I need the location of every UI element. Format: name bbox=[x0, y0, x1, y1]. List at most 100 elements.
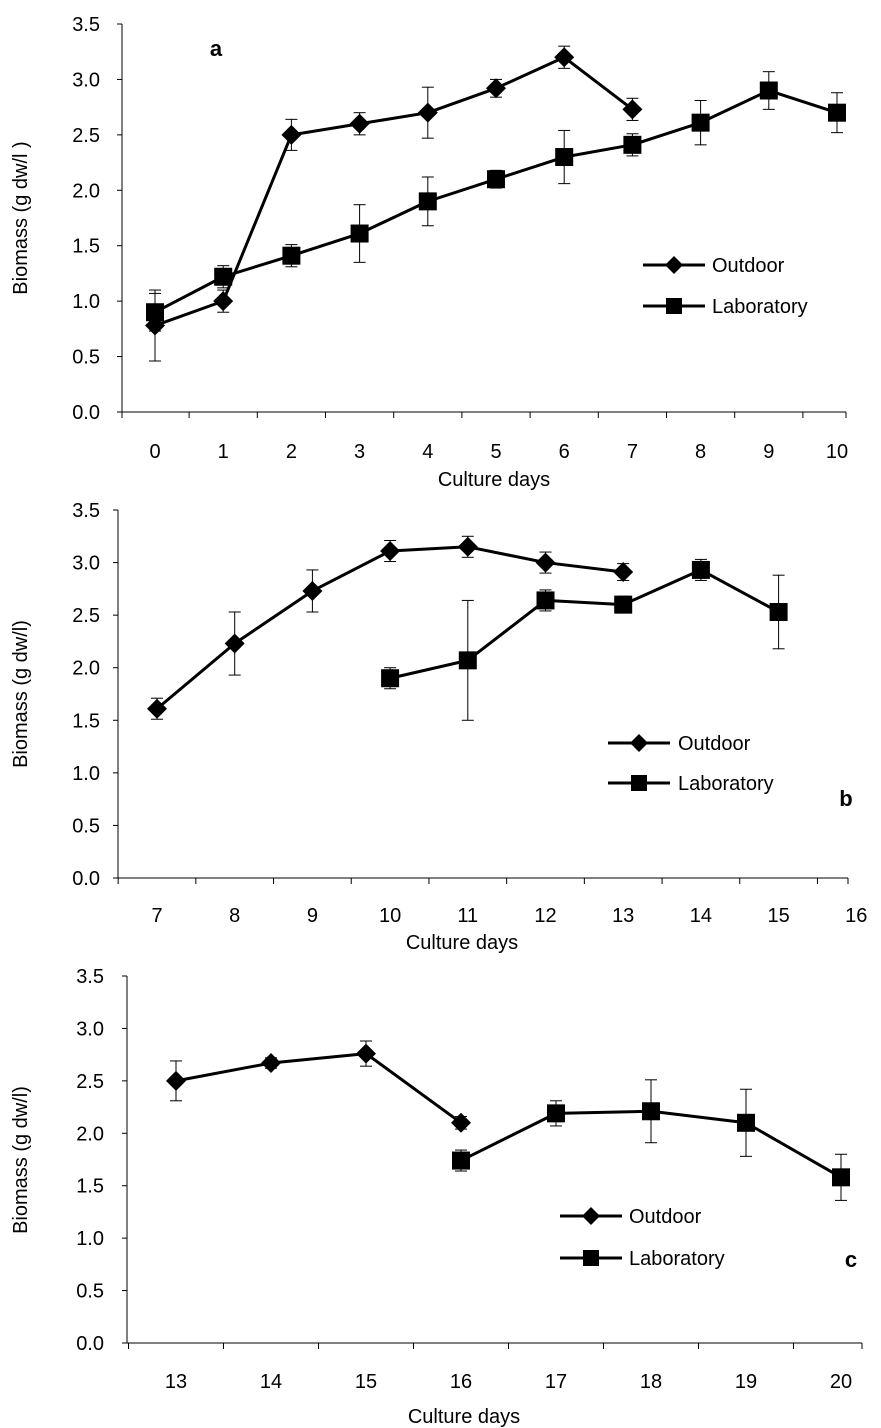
data-point-outdoor bbox=[213, 291, 234, 312]
x-tick-label: 16 bbox=[845, 905, 867, 927]
y-tick-label: 0.5 bbox=[72, 815, 100, 837]
data-point-outdoor bbox=[302, 580, 323, 601]
legend-label-laboratory: Laboratory bbox=[678, 773, 774, 795]
y-tick-label: 3.0 bbox=[76, 1018, 104, 1040]
data-point-laboratory bbox=[452, 1151, 470, 1170]
y-tick-label: 1.5 bbox=[76, 1176, 104, 1198]
x-tick-label: 18 bbox=[640, 1371, 662, 1393]
y-tick-label: 0.5 bbox=[72, 347, 100, 369]
legend-marker-square bbox=[666, 298, 682, 314]
x-axis-label: Culture days bbox=[438, 469, 550, 491]
data-point-laboratory bbox=[547, 1104, 565, 1123]
data-point-outdoor bbox=[356, 1043, 376, 1064]
x-tick-label: 9 bbox=[307, 905, 318, 927]
x-tick-label: 14 bbox=[260, 1371, 282, 1393]
x-tick-label: 8 bbox=[229, 905, 240, 927]
y-tick-label: 1.5 bbox=[72, 236, 100, 258]
data-point-laboratory bbox=[418, 192, 437, 211]
x-tick-label: 2 bbox=[286, 441, 297, 463]
data-point-outdoor bbox=[457, 536, 478, 557]
legend-marker-diamond bbox=[630, 734, 648, 752]
y-tick-label: 0.0 bbox=[72, 868, 100, 890]
y-axis-label: Biomass (g dw/l) bbox=[10, 620, 32, 768]
x-tick-label: 5 bbox=[490, 441, 501, 463]
series-line-laboratory bbox=[389, 568, 780, 680]
x-tick-label: 13 bbox=[165, 1371, 187, 1393]
data-point-laboratory bbox=[623, 135, 642, 154]
panel-label: a bbox=[210, 36, 223, 61]
x-axis-label: Culture days bbox=[406, 932, 518, 954]
x-tick-label: 9 bbox=[763, 441, 774, 463]
data-point-laboratory bbox=[691, 113, 710, 132]
legend-marker-square bbox=[583, 1250, 599, 1266]
data-point-outdoor bbox=[486, 78, 506, 99]
x-tick-label: 7 bbox=[151, 905, 162, 927]
x-tick-label: 7 bbox=[627, 441, 638, 463]
x-tick-label: 4 bbox=[422, 441, 433, 463]
y-tick-label: 1.5 bbox=[72, 710, 100, 732]
data-point-outdoor bbox=[380, 541, 401, 562]
x-tick-label: 0 bbox=[149, 441, 160, 463]
x-tick-label: 14 bbox=[690, 905, 712, 927]
data-point-outdoor bbox=[613, 562, 634, 583]
y-tick-label: 3.5 bbox=[72, 14, 100, 36]
data-point-outdoor bbox=[281, 124, 302, 145]
legend-label-laboratory: Laboratory bbox=[712, 296, 808, 318]
legend-label-outdoor: Outdoor bbox=[678, 733, 751, 755]
series-line-outdoor bbox=[175, 1052, 462, 1125]
data-point-laboratory bbox=[146, 303, 164, 322]
panel-label: c bbox=[845, 1247, 857, 1272]
legend: Outdoor Laboratory bbox=[643, 255, 808, 318]
panel-a: Biomass (g dw/l ) Culture days a 0.0 0.5 1… bbox=[10, 14, 848, 491]
y-tick-label: 0.0 bbox=[76, 1333, 104, 1355]
x-tick-label: 11 bbox=[457, 905, 478, 927]
x-tick-label: 17 bbox=[545, 1371, 567, 1393]
y-axis-label: Biomass (g dw/l) bbox=[10, 1086, 32, 1234]
x-tick-label: 15 bbox=[355, 1371, 377, 1393]
panel-c: Biomass (g dw/l) Culture days c 0.0 0.5 1.… bbox=[10, 966, 863, 1428]
x-tick-label: 10 bbox=[826, 441, 848, 463]
x-tick-label: 8 bbox=[695, 441, 706, 463]
data-point-outdoor bbox=[261, 1053, 281, 1074]
panel-label: b bbox=[839, 786, 852, 811]
legend-marker-square bbox=[631, 775, 647, 791]
x-tick-label: 10 bbox=[379, 905, 401, 927]
y-tick-label: 2.0 bbox=[72, 658, 100, 680]
data-point-outdoor bbox=[622, 99, 643, 120]
x-tick-label: 19 bbox=[735, 1371, 757, 1393]
x-tick-label: 1 bbox=[218, 441, 229, 463]
data-point-outdoor bbox=[224, 633, 245, 654]
data-point-laboratory bbox=[769, 602, 788, 621]
y-tick-label: 3.5 bbox=[72, 500, 100, 522]
data-point-laboratory bbox=[536, 591, 555, 610]
data-point-laboratory bbox=[214, 267, 233, 286]
x-tick-label: 16 bbox=[450, 1371, 472, 1393]
data-point-outdoor bbox=[535, 552, 556, 573]
x-tick-label: 15 bbox=[767, 905, 789, 927]
data-point-outdoor bbox=[554, 47, 575, 68]
data-point-outdoor bbox=[451, 1112, 471, 1133]
data-point-outdoor bbox=[166, 1070, 186, 1091]
x-tick-label: 12 bbox=[534, 905, 556, 927]
x-tick-label: 20 bbox=[830, 1371, 852, 1393]
legend-marker-diamond bbox=[665, 256, 683, 274]
y-tick-label: 0.0 bbox=[72, 402, 100, 424]
data-point-laboratory bbox=[642, 1102, 660, 1121]
legend-label-outdoor: Outdoor bbox=[629, 1206, 702, 1228]
data-point-laboratory bbox=[350, 224, 369, 243]
y-tick-label: 1.0 bbox=[72, 291, 100, 313]
y-tick-label: 3.0 bbox=[72, 553, 100, 575]
legend-label-outdoor: Outdoor bbox=[712, 255, 785, 277]
data-point-laboratory bbox=[487, 170, 505, 189]
y-axis-label: Biomass (g dw/l ) bbox=[10, 141, 32, 294]
legend-marker-diamond bbox=[582, 1207, 600, 1225]
y-tick-label: 2.5 bbox=[72, 125, 100, 147]
x-tick-label: 3 bbox=[354, 441, 365, 463]
data-point-laboratory bbox=[832, 1168, 850, 1187]
legend-label-laboratory: Laboratory bbox=[629, 1248, 725, 1270]
y-tick-label: 2.5 bbox=[76, 1071, 104, 1093]
data-point-laboratory bbox=[381, 669, 400, 688]
x-tick-label: 6 bbox=[559, 441, 570, 463]
data-point-laboratory bbox=[691, 560, 710, 579]
